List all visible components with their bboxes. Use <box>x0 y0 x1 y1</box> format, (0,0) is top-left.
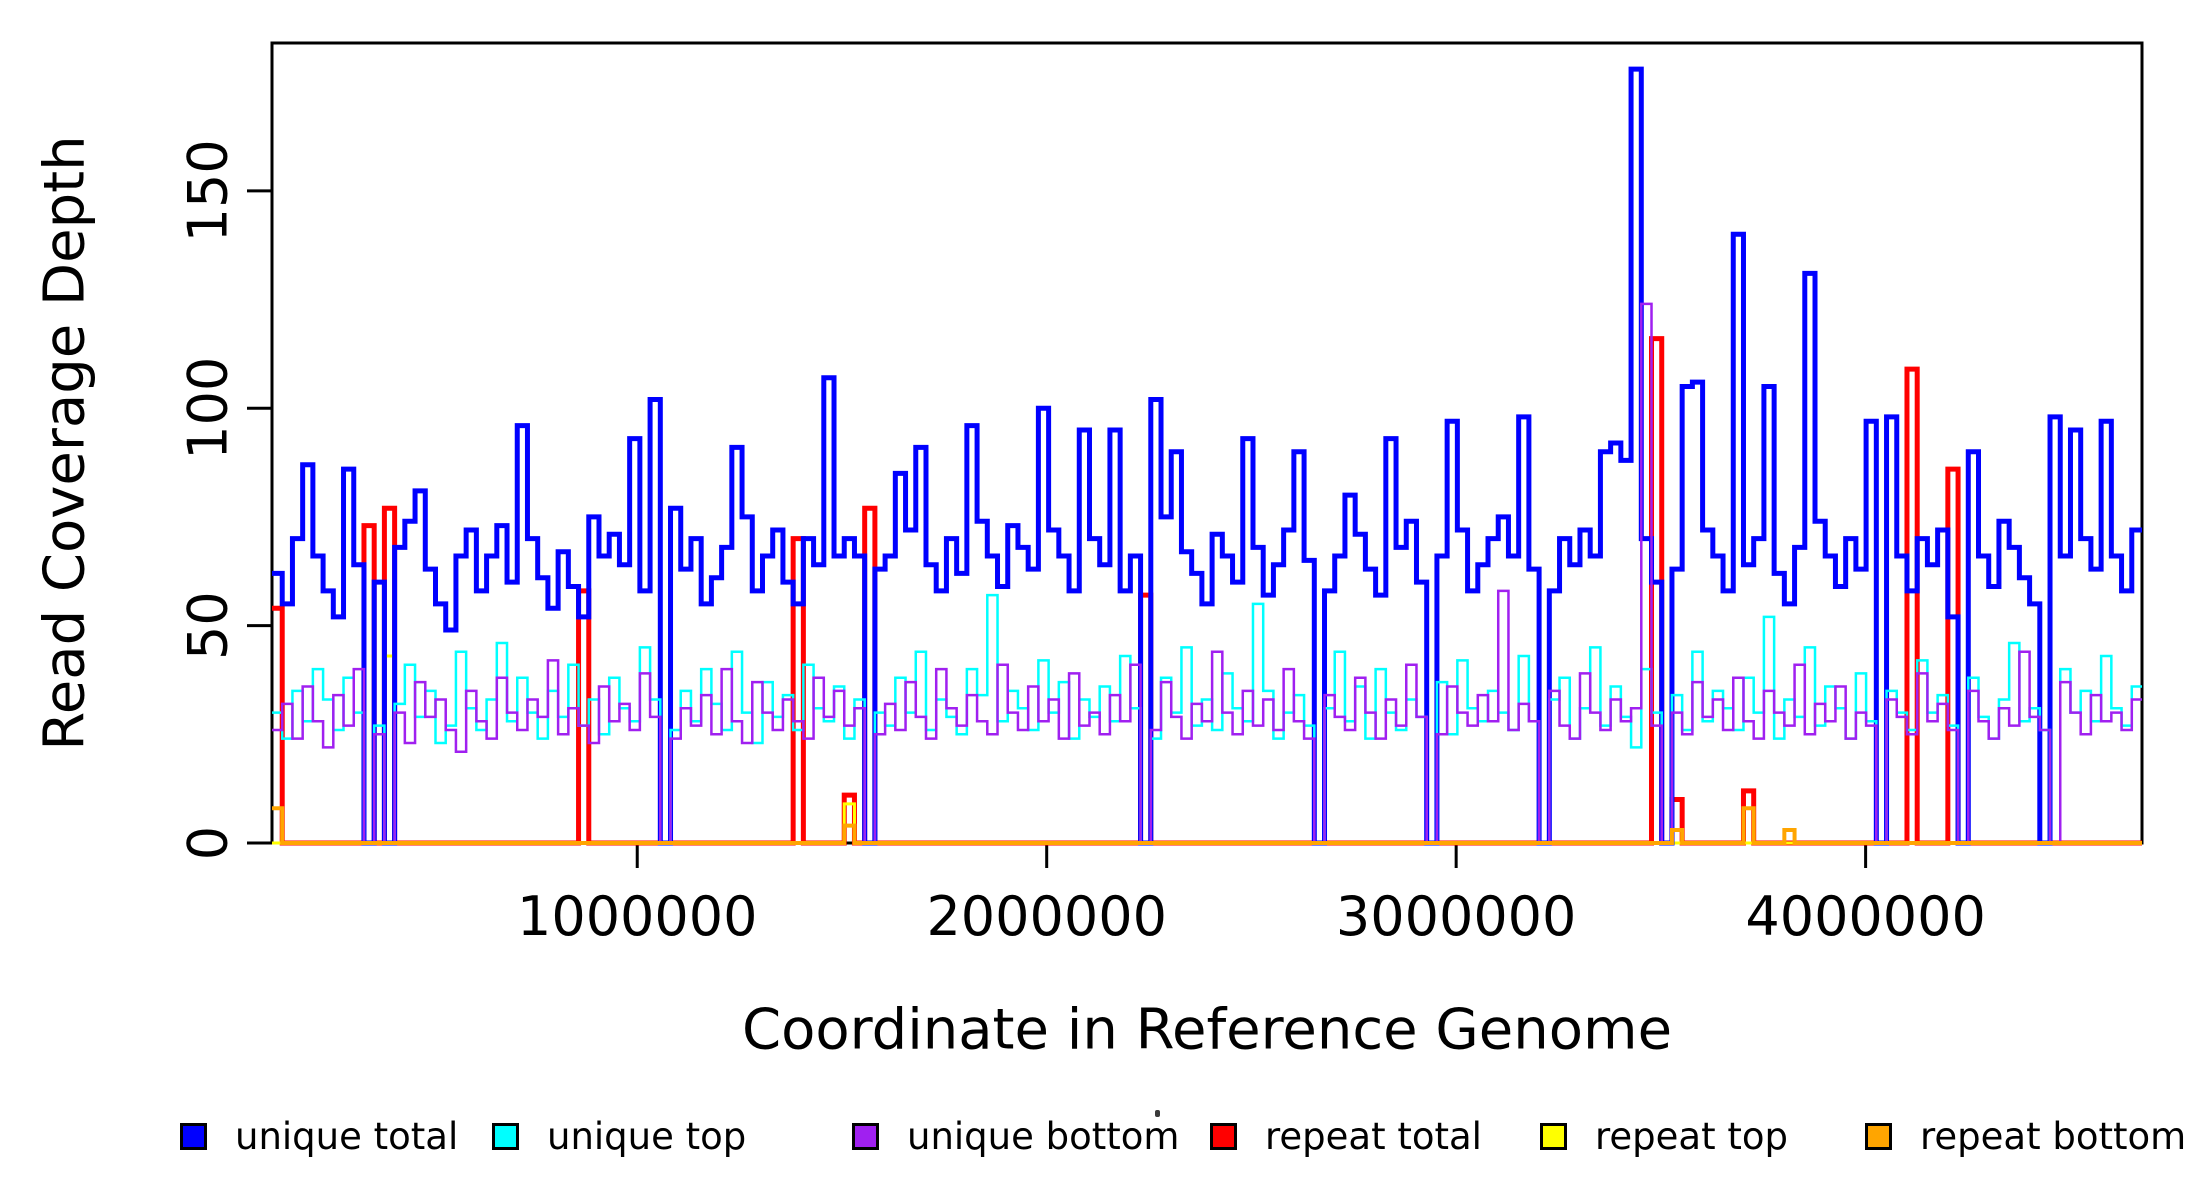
y-tick-label: 0 <box>177 826 240 860</box>
legend-label: repeat bottom <box>1920 1114 2187 1158</box>
x-axis-title: Coordinate in Reference Genome <box>741 997 1673 1063</box>
legend-label: unique bottom <box>907 1114 1180 1158</box>
y-tick-label: 150 <box>177 139 240 242</box>
legend-swatch-unique-bottom <box>852 1122 879 1150</box>
series-repeat-top <box>272 654 2142 845</box>
x-tick-label: 2000000 <box>926 885 1167 948</box>
legend-swatch-unique-total <box>180 1122 207 1150</box>
legend-label: unique total <box>235 1114 459 1158</box>
legend-item-repeat-top: repeat top <box>1540 1108 1788 1164</box>
stray-mark <box>1155 1110 1160 1117</box>
y-tick-label: 50 <box>177 591 240 660</box>
series-repeat-total <box>272 336 2142 846</box>
x-tick-label: 4000000 <box>1745 885 1986 948</box>
series-repeat-bottom <box>272 806 2142 845</box>
series-unique-top <box>272 593 2142 845</box>
x-tick-label: 3000000 <box>1336 885 1577 948</box>
legend-swatch-repeat-top <box>1540 1122 1567 1150</box>
y-axis-title: Read Coverage Depth <box>32 135 98 751</box>
legend-swatch-unique-top <box>492 1122 519 1150</box>
x-tick-label: 1000000 <box>517 885 758 948</box>
plot-border <box>270 41 2144 845</box>
legend-item-unique-total: unique total <box>180 1108 458 1164</box>
legend-swatch-repeat-total <box>1210 1122 1237 1150</box>
series-unique-total <box>272 66 2142 846</box>
legend-swatch-repeat-bottom <box>1865 1122 1892 1150</box>
series-unique-bottom <box>272 302 2142 845</box>
legend-item-unique-bottom: unique bottom <box>852 1108 1179 1164</box>
legend-label: unique top <box>547 1114 747 1158</box>
legend-item-repeat-total: repeat total <box>1210 1108 1482 1164</box>
legend-label: repeat top <box>1595 1114 1788 1158</box>
legend-item-unique-top: unique top <box>492 1108 746 1164</box>
legend-label: repeat total <box>1265 1114 1482 1158</box>
y-tick-label: 100 <box>177 357 240 460</box>
legend: unique total unique top unique bottom re… <box>0 1108 2200 1168</box>
legend-item-repeat-bottom: repeat bottom <box>1865 1108 2186 1164</box>
